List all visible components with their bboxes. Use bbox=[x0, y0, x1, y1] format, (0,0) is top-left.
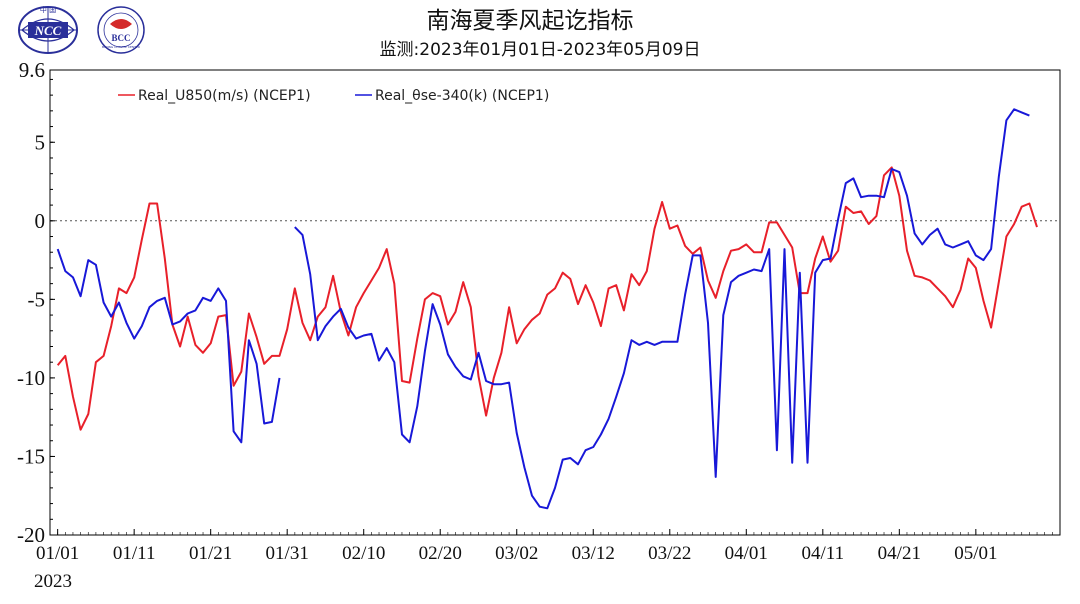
x-axis-year-label: 2023 bbox=[34, 571, 72, 592]
legend: Real_U850(m/s) (NCEP1) Real_θse-340(k) (… bbox=[118, 88, 549, 104]
x-tick-label: 04/21 bbox=[878, 543, 921, 564]
series-u850-line-segment-0 bbox=[56, 166, 1038, 431]
legend-label-thetase: Real_θse-340(k) (NCEP1) bbox=[375, 88, 549, 104]
x-tick-label: 03/22 bbox=[648, 543, 691, 564]
y-tick-label: 5 bbox=[35, 130, 46, 154]
series-thetase-line-segment-0 bbox=[56, 248, 281, 444]
x-tick-label: 05/01 bbox=[954, 543, 997, 564]
y-tick-label: -15 bbox=[17, 444, 45, 468]
x-tick-label: 01/31 bbox=[266, 543, 309, 564]
ncc-logo: NCC 中 国 bbox=[18, 5, 78, 54]
y-tick-label: -10 bbox=[17, 366, 45, 390]
legend-label-u850: Real_U850(m/s) (NCEP1) bbox=[138, 88, 311, 104]
svg-text:NCC: NCC bbox=[34, 23, 62, 38]
svg-text:BEIJING CLIMATE CENTER: BEIJING CLIMATE CENTER bbox=[102, 45, 140, 49]
series-layer bbox=[56, 108, 1038, 510]
x-tick-label: 02/20 bbox=[419, 543, 462, 564]
plot-frame bbox=[49, 69, 1061, 536]
x-tick-label: 04/11 bbox=[802, 543, 845, 564]
x-tick-label: 02/10 bbox=[342, 543, 385, 564]
x-tick-label: 03/02 bbox=[495, 543, 538, 564]
bcc-logo: BCC BEIJING CLIMATE CENTER bbox=[97, 6, 145, 54]
x-tick-label: 04/01 bbox=[725, 543, 768, 564]
y-axis: 9.6 5 0 -5 -10 -15 -20 bbox=[17, 58, 55, 547]
y-tick-label: 9.6 bbox=[19, 58, 45, 82]
svg-text:BCC: BCC bbox=[111, 33, 130, 43]
x-tick-label: 01/21 bbox=[189, 543, 232, 564]
x-tick-label: 01/11 bbox=[113, 543, 156, 564]
series-thetase-line-segment-1 bbox=[294, 108, 1030, 510]
y-tick-label: -20 bbox=[17, 523, 45, 547]
x-tick-label: 01/01 bbox=[36, 543, 79, 564]
y-tick-label: -5 bbox=[28, 287, 46, 311]
chart-title: 南海夏季风起讫指标 bbox=[427, 8, 634, 34]
svg-text:中 国: 中 国 bbox=[40, 5, 56, 14]
y-tick-label: 0 bbox=[35, 209, 46, 233]
x-tick-label: 03/12 bbox=[572, 543, 615, 564]
chart-subtitle: 监测:2023年01月01日-2023年05月09日 bbox=[380, 40, 701, 60]
x-axis: 01/01 01/11 01/21 01/31 02/10 02/20 03/02 03/12… bbox=[36, 529, 1061, 564]
